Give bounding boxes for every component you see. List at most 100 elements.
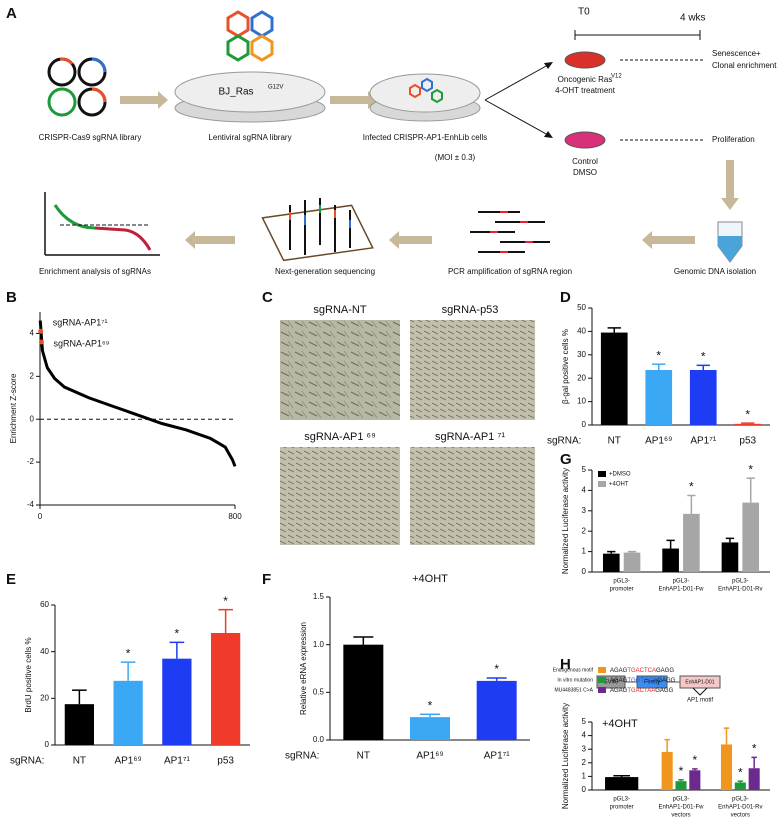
x-tick-label: NT	[357, 751, 370, 762]
y-tick-label: 2	[582, 526, 587, 535]
legend-swatch	[598, 667, 606, 673]
image-label: sgRNA-NT	[313, 304, 366, 316]
y-tick-label: 2	[30, 371, 35, 380]
x-tick-label: p53	[739, 436, 756, 447]
bar	[683, 513, 700, 572]
x-tick-label: pGL3-	[732, 797, 749, 803]
motif-part: AGAG	[610, 678, 628, 684]
x-tick-label: pGL3-	[613, 797, 630, 803]
y-tick-label: 0	[30, 414, 35, 423]
construct-label: AP1 motif	[687, 698, 713, 704]
annotation: sgRNA-AP1⁶⁹	[53, 338, 109, 348]
y-tick-label: 1	[582, 772, 587, 781]
annotation: sgRNA-AP1⁷¹	[53, 318, 108, 328]
y-tick-label: 0	[582, 567, 587, 576]
bar	[645, 370, 673, 425]
bar	[662, 548, 679, 572]
x-axis-label: sgRNA:	[285, 751, 319, 762]
line	[38, 320, 237, 467]
bar	[211, 633, 241, 745]
x-tick-label: AP1⁷¹	[164, 756, 191, 767]
x-tick-label: EnhAP1-D01-Rv	[718, 805, 762, 811]
label: Control	[572, 157, 598, 166]
x-axis-label: sgRNA:	[547, 436, 581, 447]
bar	[661, 751, 673, 790]
bar	[675, 781, 687, 790]
motif-part: GAGG	[656, 668, 674, 674]
legend-label: +DMSO	[609, 472, 631, 478]
construct-label: EnhAP1-D01	[685, 679, 714, 685]
label: Next-generation sequencing	[275, 267, 375, 276]
y-tick-label: 0	[582, 420, 587, 429]
x-tick-label: EnhAP1-D01-Rv	[718, 587, 762, 593]
label: DMSO	[573, 168, 597, 177]
motif-part: AGAG	[610, 668, 628, 674]
chart-title: +4OHT	[412, 573, 448, 585]
label: Infected CRISPR-AP1-EnhLib cells	[363, 133, 488, 142]
legend-swatch	[598, 481, 606, 487]
panel-label: B	[6, 289, 17, 306]
legend-label: +4OHT	[609, 482, 629, 488]
y-tick-label: 10	[577, 397, 586, 406]
y-tick-label: 4	[30, 329, 35, 338]
bar	[605, 777, 639, 790]
bar	[734, 423, 762, 425]
y-tick-label: 0.0	[313, 735, 325, 744]
chart-title: +4OHT	[602, 718, 638, 730]
label: (MOI ± 0.3)	[435, 153, 476, 162]
significance: *	[126, 646, 131, 660]
label: Senescence+	[712, 49, 761, 58]
significance: *	[689, 480, 694, 494]
significance: *	[494, 662, 499, 676]
x-tick-label: promoter	[610, 587, 634, 593]
bar	[476, 680, 517, 740]
motif-sequence: AGAGTGACTAAGAGG	[610, 688, 674, 694]
micrograph	[410, 320, 535, 420]
x-tick-label: pGL3-	[613, 579, 630, 585]
label: Genomic DNA isolation	[674, 267, 756, 276]
legend-swatch	[598, 687, 606, 693]
label: Enrichment analysis of sgRNAs	[39, 267, 151, 276]
y-axis-label: Enrichment Z-score	[9, 373, 18, 443]
label: Lentiviral sgRNA library	[208, 133, 291, 142]
legend-label: In vitro mutation	[557, 677, 593, 683]
micrograph	[410, 447, 535, 545]
bar	[748, 768, 760, 790]
x-tick-label: promoter	[610, 805, 634, 811]
y-tick-label: -2	[27, 457, 35, 466]
x-tick-label: pGL3-	[673, 797, 690, 803]
bar	[721, 542, 739, 572]
bar	[113, 680, 143, 745]
timeline-label: T0	[578, 7, 590, 18]
y-tick-label: 4	[582, 731, 587, 740]
x-tick-label: vectors	[671, 813, 690, 818]
bar	[623, 552, 641, 572]
micrograph	[280, 320, 400, 420]
x-tick-label: pGL3-	[732, 579, 749, 585]
bar	[720, 744, 733, 790]
timeline-label: 4 wks	[680, 13, 706, 24]
x-tick-label: AP1⁶⁹	[645, 436, 672, 447]
label: V12	[611, 74, 622, 80]
y-axis-label: Normalized Luciferase activity	[561, 468, 570, 574]
panel-label: A	[6, 5, 17, 22]
motif-part: GAGG	[657, 678, 675, 684]
significance: *	[656, 348, 661, 362]
y-axis-label: β-gal positive cells %	[561, 329, 570, 404]
bar	[343, 644, 384, 740]
y-tick-label: 1.5	[313, 592, 325, 601]
y-tick-label: 5	[582, 465, 587, 474]
x-tick-label: NT	[73, 756, 86, 767]
motif-part: TGACTAA	[627, 688, 655, 694]
y-tick-label: 1	[582, 547, 587, 556]
x-tick-label: AP1⁷¹	[484, 751, 511, 762]
label: Proliferation	[712, 135, 755, 144]
y-tick-label: -4	[27, 500, 35, 509]
bar	[602, 553, 620, 572]
panel-a: CRISPR-Cas9 sgRNA library BJ_Ras G12V Le…	[39, 7, 778, 276]
label: Oncogenic Ras	[558, 75, 613, 84]
legend-swatch	[598, 471, 606, 477]
panel-label: H	[560, 656, 571, 673]
y-axis-label: Relative eRNA expression	[299, 622, 308, 715]
